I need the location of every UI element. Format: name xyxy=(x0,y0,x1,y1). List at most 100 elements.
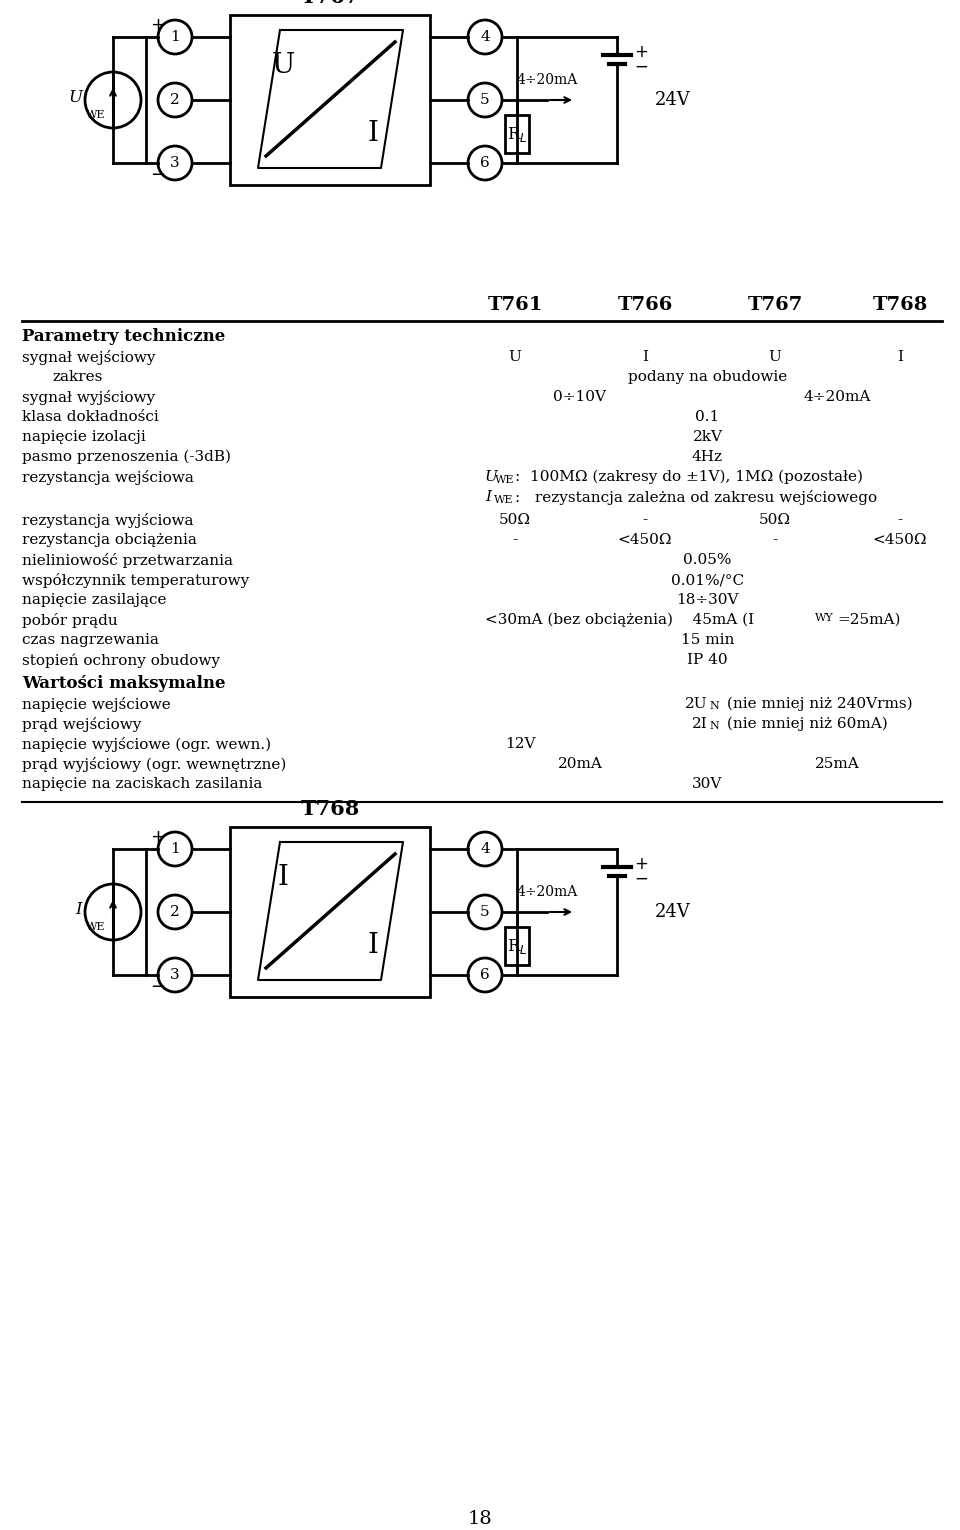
Text: napięcie zasilające: napięcie zasilające xyxy=(22,594,166,607)
Text: 0÷10V: 0÷10V xyxy=(554,390,607,404)
Text: −: − xyxy=(151,978,165,996)
Circle shape xyxy=(468,958,502,991)
Text: 4÷20mA: 4÷20mA xyxy=(516,884,578,900)
Text: napięcie wyjściowe (ogr. wewn.): napięcie wyjściowe (ogr. wewn.) xyxy=(22,737,271,753)
Text: napięcie izolacji: napięcie izolacji xyxy=(22,430,146,444)
Text: +: + xyxy=(151,828,165,846)
Text: 18÷30V: 18÷30V xyxy=(676,594,739,607)
Text: 20mA: 20mA xyxy=(558,757,603,771)
Text: R$_L$: R$_L$ xyxy=(507,936,527,956)
Text: (nie mniej niż 240Vrms): (nie mniej niż 240Vrms) xyxy=(722,698,912,711)
Text: T767: T767 xyxy=(300,0,360,8)
Text: -: - xyxy=(773,532,778,548)
Text: I: I xyxy=(485,490,491,503)
Text: napięcie na zaciskach zasilania: napięcie na zaciskach zasilania xyxy=(22,777,262,791)
Text: prąd wejściowy: prąd wejściowy xyxy=(22,718,141,731)
Text: N: N xyxy=(709,721,719,731)
Text: sygnał wejściowy: sygnał wejściowy xyxy=(22,350,156,366)
Text: U: U xyxy=(272,52,295,78)
Text: I: I xyxy=(368,932,378,958)
Circle shape xyxy=(158,958,192,991)
Circle shape xyxy=(85,884,141,939)
Text: -: - xyxy=(642,513,648,526)
Text: U: U xyxy=(509,350,521,364)
Text: +: + xyxy=(634,855,648,874)
Text: R$_L$: R$_L$ xyxy=(507,124,527,144)
Circle shape xyxy=(468,83,502,116)
Text: 5: 5 xyxy=(480,906,490,920)
Text: +: + xyxy=(634,43,648,61)
Text: T768: T768 xyxy=(300,799,360,819)
Text: 2: 2 xyxy=(170,93,180,107)
Text: 4Hz: 4Hz xyxy=(692,450,723,464)
Text: <30mA (bez obciążenia)    45mA (I: <30mA (bez obciążenia) 45mA (I xyxy=(485,614,755,627)
Circle shape xyxy=(468,895,502,929)
Circle shape xyxy=(158,832,192,866)
Text: 18: 18 xyxy=(468,1510,492,1528)
Text: I: I xyxy=(642,350,648,364)
Text: WE: WE xyxy=(495,474,515,485)
Text: T767: T767 xyxy=(748,295,803,314)
Text: Wartości maksymalne: Wartości maksymalne xyxy=(22,675,226,692)
Text: 30V: 30V xyxy=(692,777,723,791)
Text: sygnał wyjściowy: sygnał wyjściowy xyxy=(22,390,156,405)
Text: U: U xyxy=(68,89,82,106)
Text: rezystancja obciążenia: rezystancja obciążenia xyxy=(22,532,197,548)
Circle shape xyxy=(158,20,192,54)
Text: 25mA: 25mA xyxy=(815,757,860,771)
Text: -: - xyxy=(898,513,902,526)
Text: :   rezystancja zależna od zakresu wejściowego: : rezystancja zależna od zakresu wejścio… xyxy=(515,490,877,505)
Text: (nie mniej niż 60mA): (nie mniej niż 60mA) xyxy=(722,718,887,731)
Text: podany na obudowie: podany na obudowie xyxy=(628,370,787,384)
Text: rezystancja wyjściowa: rezystancja wyjściowa xyxy=(22,513,194,528)
Text: napięcie wejściowe: napięcie wejściowe xyxy=(22,698,171,711)
Text: 12V: 12V xyxy=(505,737,536,751)
Circle shape xyxy=(158,895,192,929)
Text: =25mA): =25mA) xyxy=(837,614,900,627)
Text: I: I xyxy=(76,901,82,918)
Text: współczynnik temperaturowy: współczynnik temperaturowy xyxy=(22,574,250,588)
Text: 2kV: 2kV xyxy=(692,430,723,444)
Polygon shape xyxy=(258,31,403,168)
Text: 6: 6 xyxy=(480,968,490,982)
Text: 4: 4 xyxy=(480,842,490,855)
Text: 3: 3 xyxy=(170,968,180,982)
Text: 24V: 24V xyxy=(655,90,691,109)
Text: −: − xyxy=(634,871,648,887)
Text: :  100MΩ (zakresy do ±1V), 1MΩ (pozostałe): : 100MΩ (zakresy do ±1V), 1MΩ (pozostałe… xyxy=(515,470,863,485)
Text: 4: 4 xyxy=(480,31,490,44)
Text: <450Ω: <450Ω xyxy=(873,532,927,548)
Circle shape xyxy=(468,20,502,54)
Text: WE: WE xyxy=(494,496,514,505)
Text: 1: 1 xyxy=(170,31,180,44)
Text: −: − xyxy=(151,165,165,184)
Text: U: U xyxy=(769,350,781,364)
Text: -: - xyxy=(513,532,517,548)
Text: 50Ω: 50Ω xyxy=(759,513,791,526)
Text: U: U xyxy=(485,470,498,483)
Text: T766: T766 xyxy=(617,295,673,314)
Circle shape xyxy=(158,83,192,116)
Circle shape xyxy=(468,145,502,181)
Text: T761: T761 xyxy=(488,295,542,314)
Text: WY: WY xyxy=(815,614,833,623)
Text: pasmo przenoszenia (-3dB): pasmo przenoszenia (-3dB) xyxy=(22,450,231,465)
Text: IP 40: IP 40 xyxy=(687,653,728,667)
Text: T768: T768 xyxy=(873,295,927,314)
Text: 2I: 2I xyxy=(692,718,708,731)
Text: 24V: 24V xyxy=(655,903,691,921)
Text: 15 min: 15 min xyxy=(681,633,734,647)
Text: pobór prądu: pobór prądu xyxy=(22,614,118,627)
Polygon shape xyxy=(258,842,403,981)
Text: 0.1: 0.1 xyxy=(695,410,720,424)
Text: nieliniowość przetwarzania: nieliniowość przetwarzania xyxy=(22,552,233,568)
Text: 4÷20mA: 4÷20mA xyxy=(804,390,871,404)
Text: czas nagrzewania: czas nagrzewania xyxy=(22,633,158,647)
Text: <450Ω: <450Ω xyxy=(617,532,672,548)
Text: I: I xyxy=(897,350,903,364)
Text: 6: 6 xyxy=(480,156,490,170)
Text: 2: 2 xyxy=(170,906,180,920)
Text: 4÷20mA: 4÷20mA xyxy=(516,73,578,87)
Text: 1: 1 xyxy=(170,842,180,855)
Text: I: I xyxy=(277,863,288,890)
